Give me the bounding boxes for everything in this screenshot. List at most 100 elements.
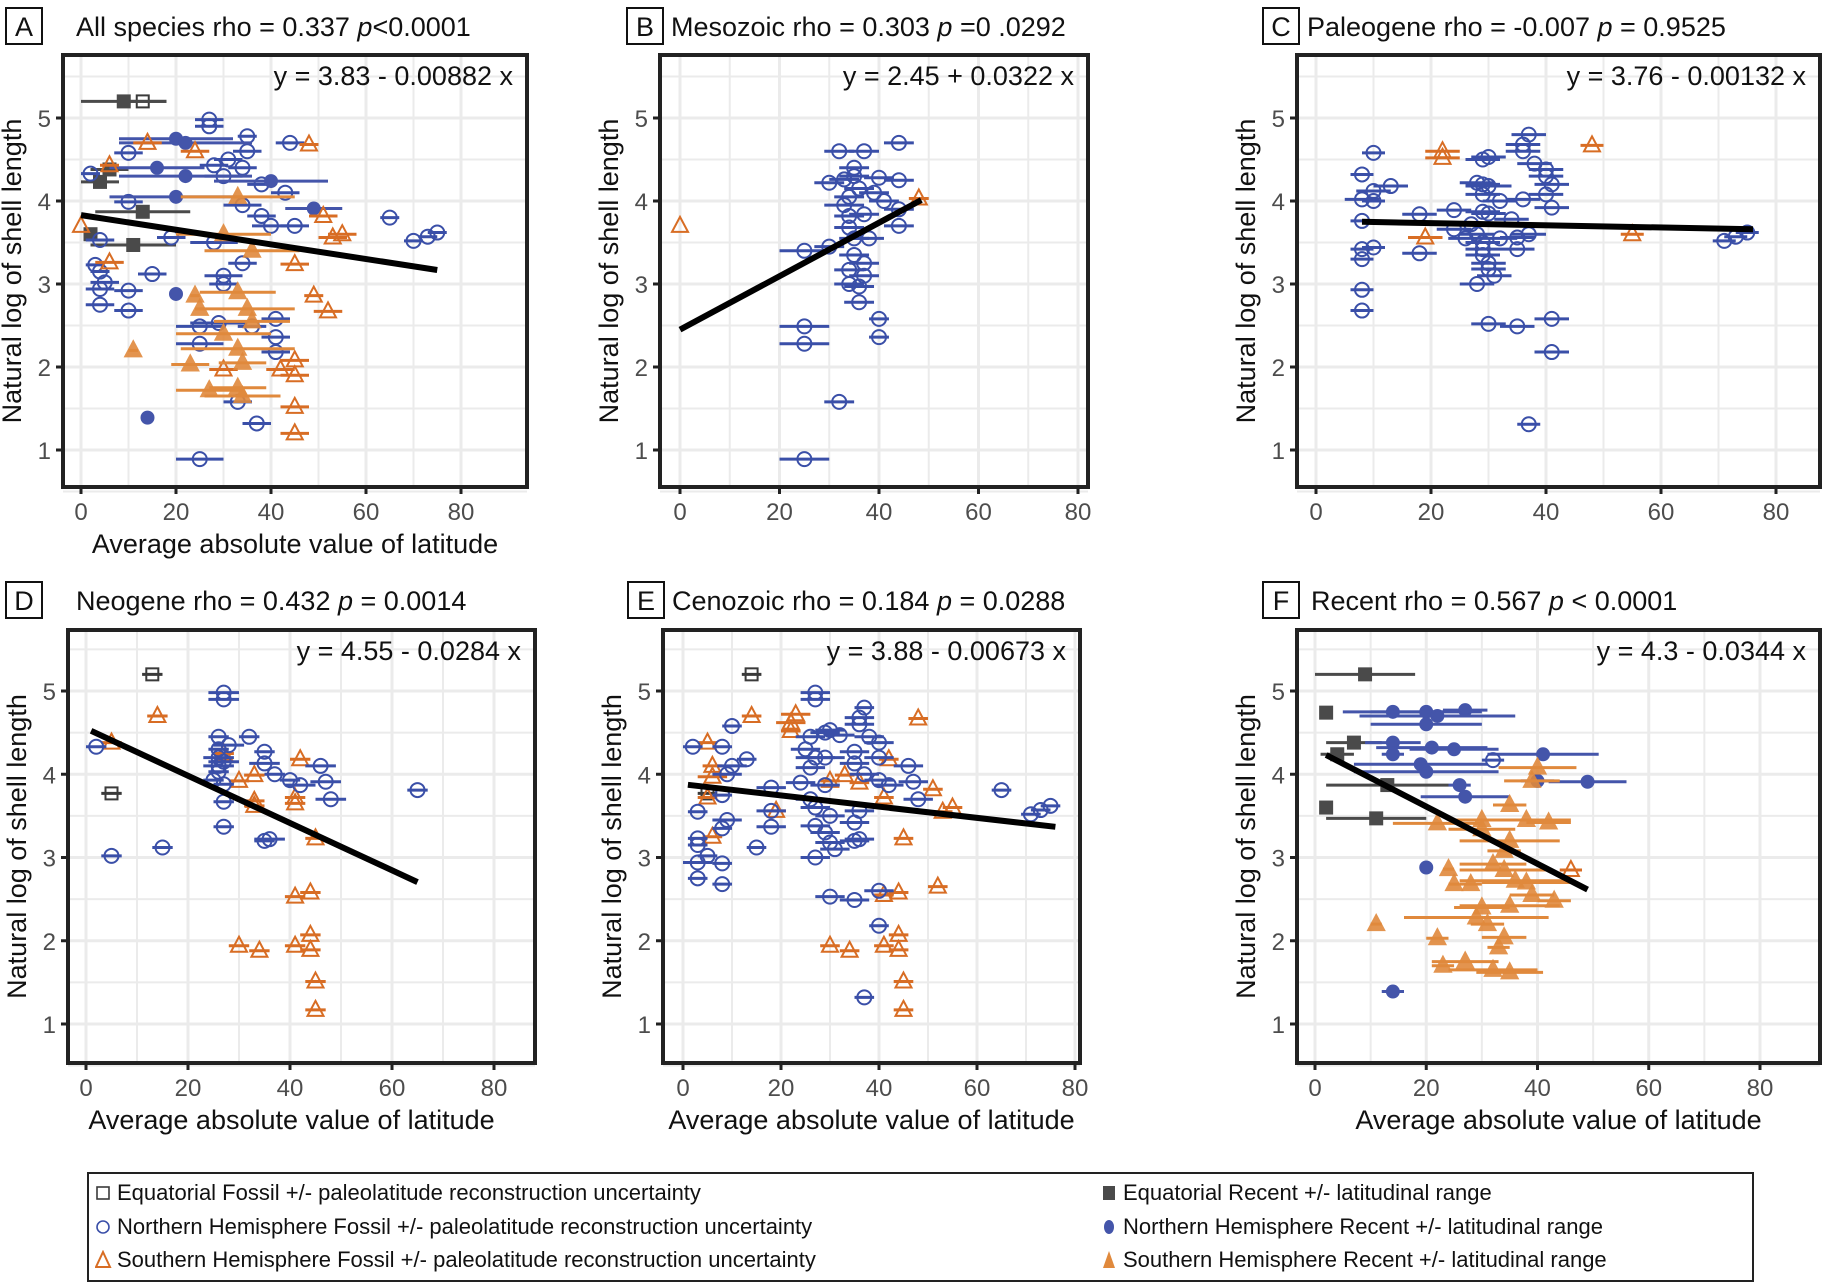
data-point <box>923 778 943 797</box>
triangle-marker <box>1494 858 1514 877</box>
x-axis-label: Average absolute value of latitude <box>92 529 498 559</box>
circle-marker <box>234 255 251 272</box>
square-marker <box>145 667 160 682</box>
data-point <box>825 727 855 744</box>
circle-marker <box>1509 318 1526 335</box>
circle-marker <box>1520 416 1537 433</box>
data-point <box>1350 302 1374 319</box>
x-tick-label: 0 <box>74 499 87 526</box>
p-value-text: =0 .0292 <box>952 12 1065 42</box>
circle-marker <box>871 882 887 899</box>
triangle-marker <box>1527 756 1548 775</box>
data-point <box>85 280 115 297</box>
data-point <box>208 691 239 708</box>
triangle-marker <box>1522 769 1542 788</box>
data-point <box>300 881 321 900</box>
data-point <box>138 266 167 283</box>
p-value-text: = 0.0288 <box>952 586 1065 616</box>
regression-line <box>89 728 419 885</box>
data-point <box>1350 251 1374 268</box>
circle-marker <box>871 917 887 934</box>
circle-marker <box>1446 202 1462 219</box>
data-point <box>874 786 894 805</box>
y-tick-label: 4 <box>635 189 648 216</box>
square-marker <box>1319 800 1334 815</box>
panel-title: Paleogene rho = -0.007 p = 0.9525 <box>1307 12 1726 42</box>
x-tick-label: 20 <box>1413 1075 1440 1102</box>
data-point <box>839 939 860 958</box>
data-point <box>1498 756 1577 775</box>
data-point <box>869 917 889 934</box>
data-point <box>1505 191 1541 208</box>
y-tick-label: 1 <box>43 1012 56 1039</box>
circle-marker <box>871 169 887 186</box>
triangle-marker <box>1427 812 1448 831</box>
legend-label: Equatorial Recent +/- latitudinal range <box>1123 1180 1492 1205</box>
data-point <box>199 297 295 316</box>
circle-marker <box>169 189 183 204</box>
data-point <box>176 322 271 341</box>
x-tick-label: 0 <box>676 1075 689 1102</box>
circle-marker <box>817 777 834 794</box>
data-point <box>697 731 718 750</box>
data-point <box>249 755 280 772</box>
data-point <box>284 777 316 794</box>
legend-label: Northern Hemisphere Fossil +/- paleolati… <box>117 1214 813 1239</box>
x-tick-label: 60 <box>1635 1075 1662 1102</box>
y-tick-label: 4 <box>1272 762 1285 789</box>
data-point <box>239 728 260 745</box>
x-tick-label: 80 <box>481 1075 508 1102</box>
triangle-marker <box>1582 134 1602 153</box>
filled-circle-icon <box>1104 1220 1114 1234</box>
data-point <box>824 393 855 410</box>
triangle-marker <box>923 778 943 797</box>
circle-marker <box>1458 789 1473 804</box>
circle-marker <box>267 310 284 327</box>
y-axis-label: Natural log of shell length <box>2 694 32 999</box>
circle-marker <box>1739 224 1756 241</box>
panel-f: F Recent rho = 0.567 p < 0.0001 y = 4.3 - … <box>1231 581 1822 1135</box>
circle-marker <box>277 184 294 201</box>
data-point <box>114 282 143 299</box>
circle-marker <box>890 172 907 189</box>
data-point <box>820 841 850 858</box>
circle-marker <box>689 854 706 871</box>
triangle-marker <box>270 358 291 377</box>
circle-marker <box>169 286 183 301</box>
data-point <box>418 228 438 245</box>
circle-marker <box>120 282 137 299</box>
circle-marker <box>1538 186 1554 203</box>
data-point <box>1381 984 1404 999</box>
circle-marker <box>1452 778 1467 793</box>
circle-marker <box>719 766 736 783</box>
y-tick-label: 3 <box>38 272 51 299</box>
plot-frame <box>61 53 529 489</box>
data-point <box>299 133 319 152</box>
circle-marker <box>1480 205 1497 222</box>
circle-marker <box>150 160 164 175</box>
data-point <box>249 939 270 958</box>
circle-marker <box>1580 774 1595 789</box>
data-point <box>844 294 875 311</box>
panel-label: F <box>1273 586 1290 616</box>
circle-marker <box>306 201 321 216</box>
data-point <box>199 281 276 300</box>
x-tick-label: 80 <box>1062 1075 1089 1102</box>
data-point <box>1438 858 1459 877</box>
data-point <box>315 791 347 808</box>
triangle-marker <box>242 239 262 258</box>
data-point <box>683 738 703 755</box>
data-point <box>712 820 732 837</box>
data-point <box>209 376 267 395</box>
data-point <box>1493 793 1527 813</box>
circle-marker <box>890 134 907 151</box>
data-point <box>779 318 830 335</box>
data-point <box>1534 310 1569 327</box>
triangle-marker <box>908 707 928 726</box>
p-value-text: = 0.9525 <box>1613 12 1726 42</box>
circle-marker <box>248 415 265 432</box>
y-tick-label: 1 <box>1272 438 1285 465</box>
data-point <box>779 335 830 352</box>
data-point <box>781 703 811 722</box>
circle-marker <box>890 217 907 234</box>
